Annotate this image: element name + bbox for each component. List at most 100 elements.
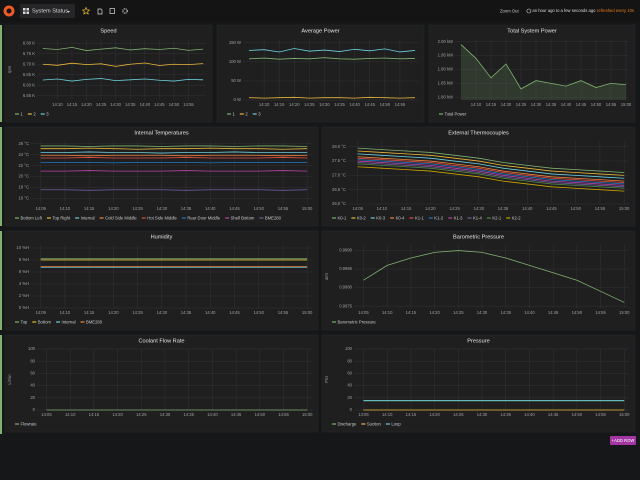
x-tick-label: 14:40 [524,310,535,315]
y-tick-label: 24 °C [18,152,29,157]
add-row-label: +ADD ROW [612,438,635,443]
x-tick-label: 14:35 [500,412,511,417]
y-tick-label: 10 %H [16,245,29,250]
x-tick-label: 14:55 [595,206,606,211]
x-tick-label: 14:35 [125,102,136,107]
dashboard-title: System Status [32,9,68,15]
time-range[interactable]: an hour ago to a few seconds ago refreshe… [532,8,634,13]
x-tick-label: 14:10 [382,412,393,417]
legend-label: Discharge [338,421,358,426]
y-tick-label: 6.60 K [23,82,35,87]
x-tick-label: 14:15 [486,102,497,107]
x-tick-label: 14:45 [576,102,587,107]
x-tick-label: 14:15 [84,310,95,315]
add-row-button[interactable] [610,436,636,445]
x-tick-label: 14:30 [157,310,168,315]
legend-label: K1-2 [434,215,444,220]
x-tick-label: 14:50 [570,206,581,211]
x-tick-label: 15:00 [619,412,630,417]
x-tick-label: 14:35 [546,102,557,107]
x-tick-label: 14:25 [449,206,460,211]
x-tick-label: 14:45 [229,310,240,315]
y-tick-label: 0 [350,407,353,412]
y-tick-label: 1.80 kW [438,94,453,99]
x-tick-label: 14:20 [289,102,300,107]
legend-label: 2 [245,111,248,116]
y-tick-label: 26.0 °C [332,201,346,206]
y-tick-label: 6.75 K [23,51,35,56]
share-button[interactable] [97,8,103,15]
legend-label: Bottom [38,319,52,324]
settings-button[interactable] [122,8,128,14]
x-tick-label: 14:20 [501,102,512,107]
x-tick-label: 14:15 [406,310,417,315]
x-tick-label: 14:40 [349,102,360,107]
series-line [249,48,416,53]
panel-title: External Thermocouples [448,130,509,136]
series-line [460,44,627,90]
y-tick-label: 0 %H [19,305,29,310]
y-axis-label: L/min [7,374,12,385]
legend-label: 3 [46,111,49,116]
x-tick-label: 14:50 [591,102,602,107]
logo[interactable] [3,5,15,17]
y-tick-label: 100 [345,346,353,351]
series-line [357,157,625,183]
x-tick-label: 14:55 [278,310,289,315]
row-marker [0,231,2,330]
legend-label: BME280 [86,319,103,324]
x-tick-label: 14:15 [67,102,78,107]
panel-title: Internal Temperatures [134,130,189,136]
x-tick-label: 15:00 [302,206,313,211]
save-button[interactable] [109,8,115,14]
y-tick-label: 60 [30,371,35,376]
y-tick-label: 1.85 kW [438,80,453,85]
series-line [357,147,625,173]
x-tick-label: 14:25 [136,412,147,417]
x-tick-label: 14:20 [81,102,92,107]
x-tick-label: 14:15 [89,412,100,417]
x-tick-label: 14:25 [96,102,107,107]
y-tick-label: 27.0 °C [332,172,346,177]
zoom-out[interactable]: Zoom Out [500,8,519,13]
y-tick-label: 0.9980 [339,285,352,290]
y-tick-label: 22 °C [18,163,29,168]
logo-inner [6,8,12,14]
series-line [40,147,308,150]
x-tick-label: 14:30 [477,412,488,417]
legend-label: Total Power [445,111,467,116]
dashboard-picker[interactable] [20,4,75,18]
y-tick-label: 27.5 °C [332,158,346,163]
panel [428,24,636,123]
x-tick-label: 14:55 [395,102,406,107]
legend-label: Rear Door Middle [187,215,220,220]
legend-label: Internal [62,319,76,324]
x-tick-label: 14:35 [498,206,509,211]
legend-label: Loop [391,421,401,426]
y-tick-label: 6.55 K [23,93,35,98]
x-tick-label: 14:20 [108,310,119,315]
x-tick-label: 14:15 [84,206,95,211]
x-tick-label: 14:05 [35,310,46,315]
x-tick-label: 14:05 [35,206,46,211]
refresh: refreshed every 10s [597,8,634,13]
x-tick-label: 14:45 [154,102,165,107]
x-tick-label: 14:20 [112,412,123,417]
series-line [42,78,204,82]
legend-label: K1-4 [473,215,483,220]
row-marker [0,127,2,226]
y-tick-label: 20 [30,395,35,400]
panel [216,24,425,123]
star-button[interactable] [81,6,91,15]
legend-label: K0-1 [338,215,348,220]
y-tick-label: 6.65 K [23,72,35,77]
x-tick-label: 14:55 [183,102,194,107]
x-tick-label: 14:55 [278,412,289,417]
series-line [42,62,204,67]
x-tick-label: 14:10 [471,102,482,107]
panel [4,334,319,433]
series-area [461,44,626,100]
series-line [357,156,625,182]
x-tick-label: 14:05 [358,310,369,315]
x-tick-label: 14:45 [229,206,240,211]
